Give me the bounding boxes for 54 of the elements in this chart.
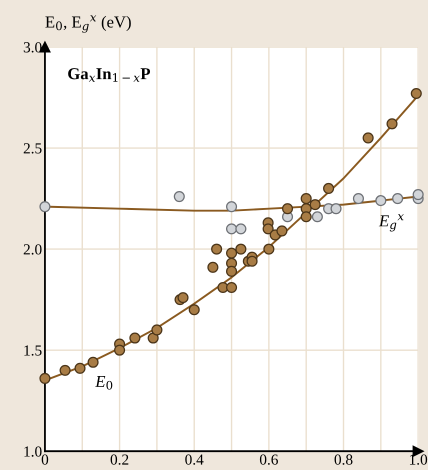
point [114, 344, 126, 356]
y-axis-title: E$_{0}$, E$_{g}$$^{x}$ (eV) [45, 15, 131, 33]
point [392, 193, 404, 204]
point [312, 211, 323, 222]
point [246, 256, 258, 267]
point [177, 292, 189, 304]
point [226, 201, 238, 212]
point [211, 244, 222, 255]
series-label: E$_{g}$$^{x}$ [378, 214, 404, 232]
point [74, 362, 86, 374]
point [235, 244, 246, 255]
point [410, 88, 422, 100]
point [174, 191, 185, 202]
point [282, 203, 294, 214]
point [226, 223, 238, 234]
y-tick-label: 1.0 [24, 446, 42, 457]
point [262, 223, 274, 234]
point [330, 203, 342, 214]
y-tick-label: 2.5 [24, 143, 42, 154]
point [300, 211, 312, 222]
point [88, 356, 99, 368]
point [188, 304, 200, 316]
point [323, 182, 334, 194]
series-label: E$_{0}$ [95, 376, 112, 390]
point [39, 201, 50, 212]
point [386, 118, 398, 130]
point [235, 223, 246, 234]
y-tick-label: 1.5 [24, 345, 42, 356]
point [276, 225, 288, 236]
point [39, 372, 50, 384]
point [226, 248, 238, 259]
point [226, 282, 238, 294]
x-tick-label: 0.4 [185, 454, 204, 465]
x-tick-label: 0.8 [334, 454, 352, 465]
point [352, 193, 364, 204]
point [129, 332, 140, 344]
point [362, 132, 374, 144]
x-tick-label: 0 [42, 454, 48, 465]
point [412, 189, 424, 200]
x-tick-label: 0.6 [260, 454, 278, 465]
point [310, 199, 321, 210]
x-tick-label: 0.2 [110, 454, 128, 465]
text: Ga$_{x}$In$_{1−x}$P [68, 68, 150, 82]
point [148, 332, 159, 344]
point [207, 262, 218, 273]
y-tick-label: 2.0 [24, 244, 42, 255]
point [226, 266, 238, 277]
point [375, 195, 386, 206]
point [151, 324, 162, 336]
point [263, 244, 274, 255]
y-tick-label: 3.0 [24, 42, 42, 53]
point [300, 193, 312, 204]
point [60, 364, 71, 376]
x-tick-label: 1.0 [410, 454, 428, 465]
